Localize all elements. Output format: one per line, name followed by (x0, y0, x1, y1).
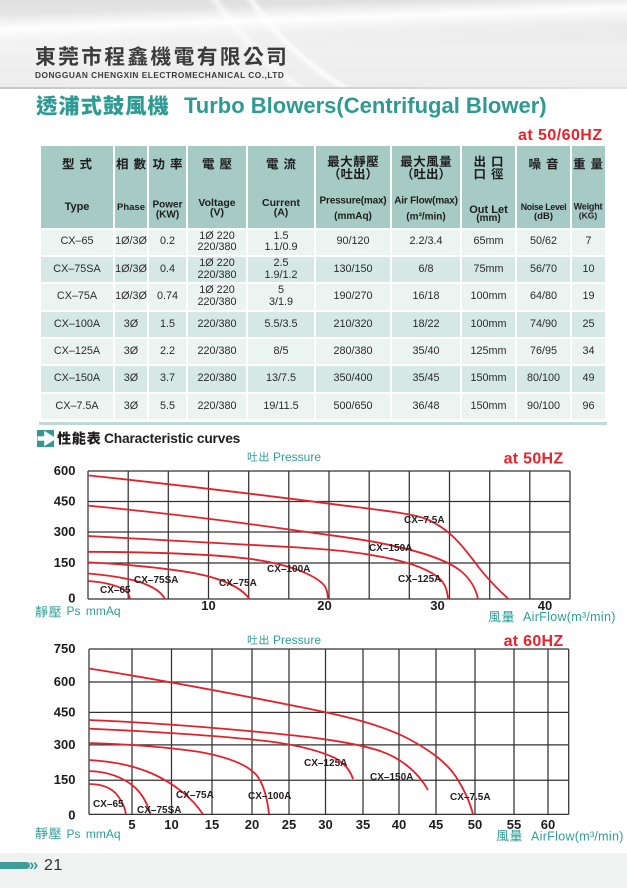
svg-text:45: 45 (429, 817, 443, 832)
svg-text:150: 150 (54, 555, 76, 570)
svg-text:CX–150A: CX–150A (369, 543, 412, 554)
svg-text:Type: Type (65, 201, 90, 213)
svg-text:CX–75SA: CX–75SA (134, 575, 178, 586)
svg-text:600: 600 (54, 674, 76, 689)
svg-text:600: 600 (54, 463, 76, 478)
svg-text:Phase: Phase (117, 202, 145, 213)
svg-text:35: 35 (356, 817, 370, 832)
svg-text:CX–125A: CX–125A (304, 758, 347, 769)
svg-text:CX–7.5A: CX–7.5A (450, 792, 491, 803)
svg-text:CX–65: CX–65 (93, 799, 124, 810)
svg-text:Current: Current (262, 197, 300, 209)
svg-text:Out Let: Out Let (469, 204, 508, 216)
svg-text:Weight: Weight (574, 202, 603, 212)
svg-text:15: 15 (205, 817, 219, 832)
svg-text:(A): (A) (274, 207, 289, 219)
svg-text:150: 150 (54, 772, 76, 787)
svg-text:55: 55 (507, 817, 521, 832)
svg-text:30: 30 (430, 598, 444, 613)
svg-text:Pressure: Pressure (273, 450, 321, 464)
svg-text:Air Flow(max): Air Flow(max) (394, 196, 458, 207)
svg-text:CX–125A: CX–125A (398, 574, 441, 585)
svg-text:(dB): (dB) (534, 211, 553, 222)
svg-text:CX–100A: CX–100A (267, 564, 310, 575)
svg-text:CX–150A: CX–150A (370, 772, 413, 783)
svg-text:450: 450 (54, 494, 76, 509)
svg-text:30: 30 (318, 817, 332, 832)
svg-text:20: 20 (245, 817, 259, 832)
svg-text:Ps mmAq: Ps mmAq (67, 827, 121, 841)
svg-text:Pressure(max): Pressure(max) (320, 196, 387, 207)
svg-text:Voltage: Voltage (198, 197, 235, 209)
svg-text:(mmAq): (mmAq) (334, 211, 372, 222)
svg-text:AirFlow(m³/min): AirFlow(m³/min) (523, 610, 616, 624)
svg-text:CX–7.5A: CX–7.5A (404, 515, 445, 526)
svg-text:10: 10 (164, 817, 178, 832)
svg-text:300: 300 (54, 524, 76, 539)
svg-text:CX–100A: CX–100A (248, 791, 291, 802)
svg-text:60: 60 (541, 817, 555, 832)
svg-text:Pressure: Pressure (273, 633, 321, 647)
svg-text:CX–75SA: CX–75SA (137, 805, 181, 816)
svg-text:40: 40 (392, 817, 406, 832)
svg-text:0: 0 (68, 591, 75, 606)
svg-text:5: 5 (128, 817, 135, 832)
svg-text:300: 300 (54, 737, 76, 752)
svg-text:CX–75A: CX–75A (219, 578, 257, 589)
svg-text:20: 20 (317, 598, 331, 613)
svg-text:CX–65: CX–65 (100, 585, 131, 596)
svg-text:40: 40 (538, 598, 552, 613)
svg-text:Ps mmAq: Ps mmAq (67, 604, 121, 618)
svg-text:0: 0 (68, 808, 75, 823)
svg-text:(V): (V) (210, 207, 224, 219)
svg-text:10: 10 (201, 598, 215, 613)
svg-text:AirFlow(m³/min): AirFlow(m³/min) (531, 830, 624, 844)
svg-text:25: 25 (282, 817, 296, 832)
svg-text:at 60HZ: at 60HZ (504, 633, 564, 650)
svg-text:Power: Power (152, 200, 182, 211)
svg-text:50: 50 (468, 817, 482, 832)
svg-text:at 50HZ: at 50HZ (504, 451, 564, 468)
svg-text:(KG): (KG) (579, 211, 598, 221)
svg-text:(m³/min): (m³/min) (406, 212, 445, 223)
svg-text:(KW): (KW) (156, 210, 179, 221)
svg-text:CX–75A: CX–75A (176, 790, 214, 801)
svg-text:Noise Level: Noise Level (521, 202, 567, 212)
svg-text:750: 750 (54, 641, 76, 656)
svg-text:(mm): (mm) (476, 213, 500, 224)
svg-text:450: 450 (54, 705, 76, 720)
